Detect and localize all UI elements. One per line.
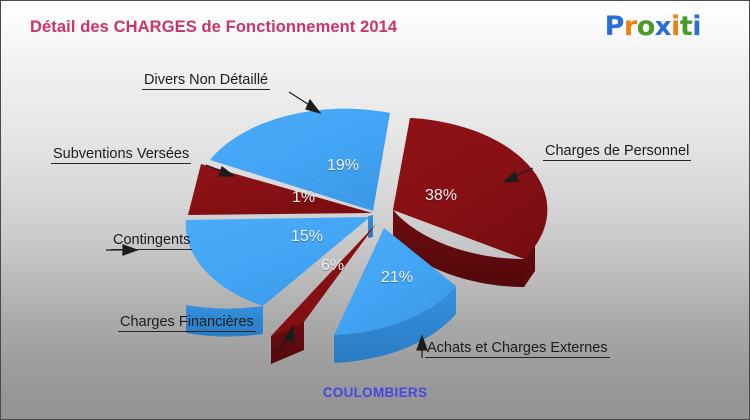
callout-subventions-text: Subventions Versées: [51, 146, 192, 164]
slice-divers[interactable]: [210, 108, 390, 211]
logo-letter-i2: i: [692, 11, 701, 42]
slice-contingents[interactable]: [185, 217, 370, 306]
value-label-subventions: 1%: [292, 189, 316, 206]
arrow-financieres: [284, 324, 295, 344]
value-label-achats: 21%: [381, 269, 414, 286]
page-title: Détail des CHARGES de Fonctionnement 201…: [30, 18, 398, 36]
callout-subventions-versees: Subventions Versées: [51, 146, 192, 164]
callout-charges-de-personnel: Charges de Personnel: [543, 143, 692, 161]
slice-financieres[interactable]: [271, 224, 376, 336]
value-label-personnel: 38%: [425, 187, 458, 204]
logo-letter-t: t: [679, 11, 693, 42]
callout-charges-financieres: Charges Financières: [118, 314, 256, 332]
callout-personnel-text: Charges de Personnel: [543, 143, 692, 161]
slice-personnel-body[interactable]: [393, 118, 548, 259]
seam-divers: [268, 150, 374, 212]
logo-letter-o: o: [636, 11, 656, 42]
logo-letter-i1: i: [671, 11, 680, 42]
slice-side-achats: [334, 286, 456, 363]
logo-letter-r: r: [623, 11, 637, 42]
slice-side-divers: [368, 215, 373, 238]
pie-chart: [1, 53, 749, 393]
callout-divers-non-detaille: Divers Non Détaillé: [142, 72, 271, 90]
arrow-achats: [416, 334, 428, 351]
callout-lines: [106, 91, 534, 358]
callout-achats-text: Achats et Charges Externes: [425, 340, 610, 358]
slice-side-personnel: [393, 210, 524, 287]
slice-achats[interactable]: [334, 228, 456, 335]
callout-achats-charges-externes: Achats et Charges Externes: [425, 340, 610, 358]
logo-letter-x: x: [654, 12, 672, 42]
pie-slices: [185, 108, 548, 336]
city-name: COULOMBIERS: [322, 385, 428, 400]
seam-achats: [383, 227, 434, 312]
arrow-personnel: [502, 170, 519, 183]
seam-contingents: [215, 216, 371, 263]
callout-financieres-text: Charges Financières: [118, 314, 256, 332]
callout-contingents: Contingents: [111, 232, 193, 250]
callout-divers-text: Divers Non Détaillé: [142, 72, 271, 90]
arrow-contingents: [122, 244, 139, 256]
arrow-divers: [305, 98, 322, 115]
slice-side-contingents: [186, 305, 263, 337]
value-label-contingents: 15%: [291, 228, 324, 245]
logo-letter-p: P: [604, 11, 625, 42]
value-label-divers: 19%: [327, 157, 360, 174]
value-label-financieres: 6%: [321, 257, 345, 274]
callout-contingents-text: Contingents: [111, 232, 193, 250]
slice-subventions[interactable]: [188, 164, 372, 215]
slice-side-personnel-edge: [524, 243, 535, 287]
proxiti-logo: Proxiti: [604, 11, 702, 42]
arrow-subventions: [218, 166, 236, 177]
